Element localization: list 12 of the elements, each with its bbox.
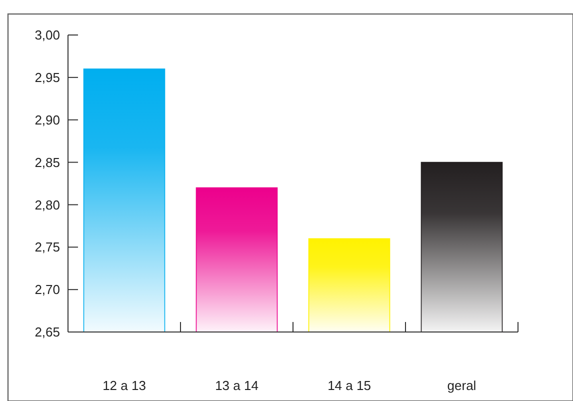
y-tick-label: 2,85	[34, 154, 60, 170]
x-tick-label: 14 a 15	[328, 378, 371, 393]
y-tick-label: 2,75	[34, 240, 60, 255]
x-tick-label: 13 a 14	[215, 378, 258, 393]
x-tick-label: geral	[447, 378, 476, 393]
y-tick-label: 2,65	[34, 324, 60, 340]
y-tick-label: 2,95	[34, 70, 60, 85]
y-tick-label: 2,80	[34, 197, 60, 212]
y-tick-label: 2,70	[34, 282, 60, 298]
x-tick-label: 12 a 13	[102, 378, 146, 393]
y-tick-label: 2,90	[34, 112, 60, 128]
y-tick-label: 3,00	[34, 28, 60, 43]
